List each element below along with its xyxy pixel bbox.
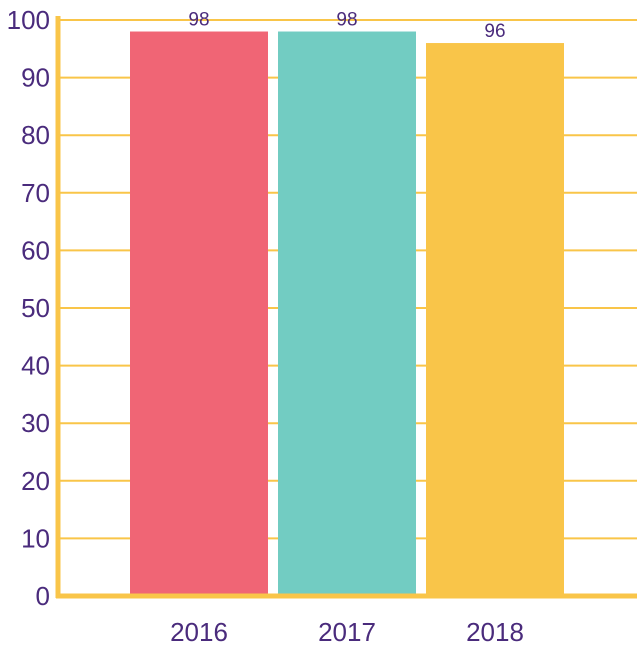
y-tick-label-10: 10 — [21, 523, 50, 553]
bars — [130, 31, 564, 597]
data-label-2017: 98 — [336, 10, 357, 31]
y-tick-label-100: 100 — [7, 5, 50, 35]
x-tick-label-2018: 2018 — [466, 617, 524, 647]
y-tick-labels: 0 10 20 30 40 50 60 70 80 90 100 — [7, 5, 50, 611]
x-tick-labels: 2016 2017 2018 — [170, 617, 524, 647]
y-tick-label-70: 70 — [21, 178, 50, 208]
y-tick-label-20: 20 — [21, 466, 50, 496]
bar-2018 — [426, 43, 564, 597]
y-tick-label-30: 30 — [21, 408, 50, 438]
bar-2016 — [130, 31, 268, 596]
data-label-2016: 98 — [188, 10, 209, 31]
x-tick-label-2016: 2016 — [170, 617, 228, 647]
y-tick-label-90: 90 — [21, 63, 50, 93]
y-tick-label-60: 60 — [21, 235, 50, 265]
bar-2017 — [278, 31, 416, 596]
y-tick-label-80: 80 — [21, 120, 50, 150]
y-tick-label-50: 50 — [21, 293, 50, 323]
data-label-2018: 96 — [484, 21, 505, 42]
axes — [55, 16, 637, 599]
x-tick-label-2017: 2017 — [318, 617, 376, 647]
y-tick-label-0: 0 — [36, 581, 50, 611]
data-labels: 98 98 96 — [188, 10, 505, 43]
y-tick-label-40: 40 — [21, 351, 50, 381]
